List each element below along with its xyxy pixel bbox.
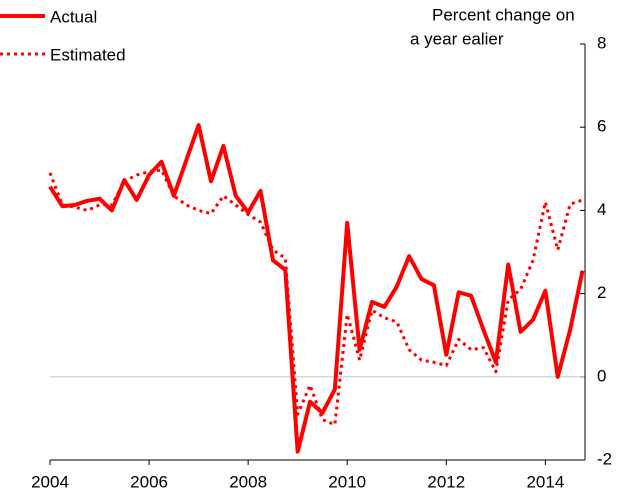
x-tick-label: 2008 xyxy=(229,472,267,491)
y-tick-label: 4 xyxy=(597,200,606,219)
y-axis-label: a year ealier xyxy=(410,29,504,48)
x-tick-label: 2014 xyxy=(526,472,564,491)
x-tick-label: 2010 xyxy=(328,472,366,491)
data-line xyxy=(48,168,584,427)
x-tick-label: 2012 xyxy=(427,472,465,491)
y-tick-label: 6 xyxy=(597,117,606,136)
y-tick-label: 8 xyxy=(597,33,606,52)
x-tick-label: 2004 xyxy=(31,472,69,491)
x-tick-label: 2006 xyxy=(130,472,168,491)
legend-label: Actual xyxy=(50,7,97,26)
y-tick-label: -2 xyxy=(597,449,612,468)
y-tick-label: 2 xyxy=(597,283,606,302)
y-axis-label: Percent change on xyxy=(432,5,575,24)
legend-label: Estimated xyxy=(50,45,126,64)
data-line xyxy=(48,123,585,454)
y-tick-label: 0 xyxy=(597,366,606,385)
